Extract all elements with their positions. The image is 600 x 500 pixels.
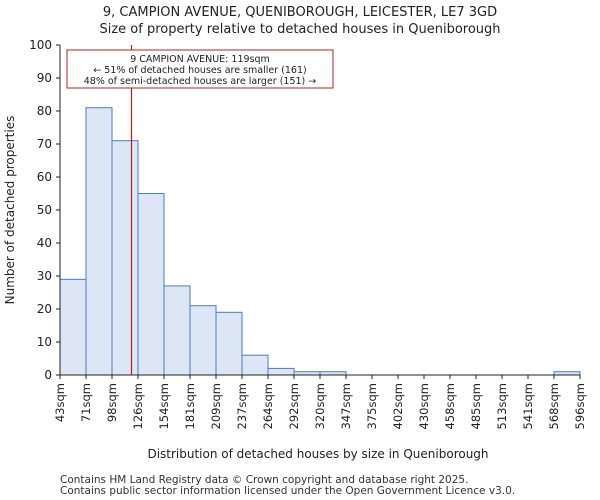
- y-tick-label: 0: [44, 368, 52, 382]
- y-tick-label: 30: [37, 269, 52, 283]
- x-tick-label: 430sqm: [417, 383, 431, 429]
- y-tick-label: 60: [37, 170, 52, 184]
- y-tick-label: 40: [37, 236, 52, 250]
- x-tick-label: 347sqm: [339, 383, 353, 429]
- footer-line-2: Contains public sector information licen…: [60, 485, 516, 497]
- x-tick-label: 126sqm: [131, 383, 145, 429]
- annotation-box: [66, 49, 334, 89]
- x-tick-label: 43sqm: [53, 383, 67, 422]
- y-tick-label: 10: [37, 335, 52, 349]
- bar-237sqm: [241, 354, 269, 376]
- chart-subtitle: Size of property relative to detached ho…: [99, 22, 501, 37]
- x-tick-label: 402sqm: [391, 383, 405, 429]
- x-tick-label: 320sqm: [313, 383, 327, 429]
- x-tick-label: 292sqm: [287, 383, 301, 429]
- y-tick-label: 20: [37, 302, 52, 316]
- bar-98sqm: [111, 140, 139, 376]
- x-tick-label: 568sqm: [547, 383, 561, 429]
- x-tick-label: 596sqm: [573, 383, 587, 429]
- bar-181sqm: [189, 305, 217, 376]
- x-tick-label: 237sqm: [235, 383, 249, 429]
- x-tick-label: 154sqm: [157, 383, 171, 429]
- x-tick-label: 209sqm: [209, 383, 223, 429]
- x-tick-label: 485sqm: [469, 383, 483, 429]
- x-tick-label: 181sqm: [183, 383, 197, 429]
- x-tick-label: 375sqm: [365, 383, 379, 429]
- bar-154sqm: [163, 285, 191, 376]
- y-tick-label: 100: [29, 38, 52, 52]
- y-tick-label: 70: [37, 137, 52, 151]
- footer-line-1: Contains HM Land Registry data © Crown c…: [60, 474, 469, 486]
- x-tick-label: 541sqm: [521, 383, 535, 429]
- x-axis-label: Distribution of detached houses by size …: [147, 447, 488, 461]
- bar-264sqm: [267, 367, 295, 376]
- y-axis-label: Number of detached properties: [3, 116, 17, 305]
- annotation-line-2: ← 51% of detached houses are smaller (16…: [93, 65, 306, 76]
- y-tick-label: 90: [37, 71, 52, 85]
- bar-126sqm: [137, 193, 165, 376]
- chart-title: 9, CAMPION AVENUE, QUENIBOROUGH, LEICEST…: [102, 5, 498, 20]
- y-tick-label: 80: [37, 104, 52, 118]
- annotation-line-1: 9 CAMPION AVENUE: 119sqm: [130, 54, 270, 65]
- x-tick-label: 513sqm: [495, 383, 509, 429]
- x-tick-label: 458sqm: [443, 383, 457, 429]
- bar-43sqm: [59, 278, 87, 376]
- x-tick-label: 264sqm: [261, 383, 275, 429]
- x-tick-label: 71sqm: [79, 383, 93, 422]
- y-tick-label: 50: [37, 203, 52, 217]
- bar-71sqm: [85, 107, 113, 376]
- x-tick-label: 98sqm: [105, 383, 119, 422]
- bar-209sqm: [215, 311, 243, 376]
- annotation-line-3: 48% of semi-detached houses are larger (…: [84, 76, 317, 87]
